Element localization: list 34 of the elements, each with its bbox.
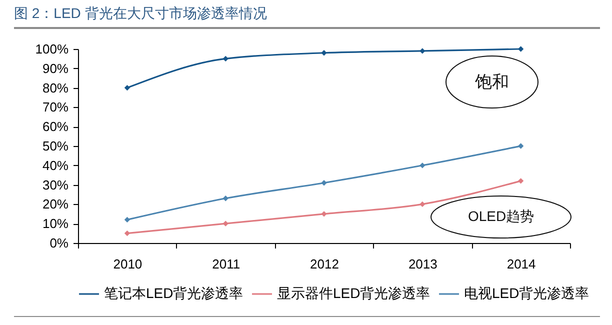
point bbox=[420, 48, 426, 54]
y-tick-label: 100% bbox=[35, 42, 69, 56]
point bbox=[124, 216, 130, 223]
x-tick-label: 2012 bbox=[310, 256, 339, 272]
point bbox=[222, 56, 228, 62]
y-tick-label: 50% bbox=[42, 138, 69, 154]
point bbox=[222, 196, 228, 202]
point bbox=[321, 180, 327, 186]
y-tick-label: 60% bbox=[42, 119, 69, 134]
x-tick-label: 2014 bbox=[506, 256, 536, 272]
y-tick-label: 0% bbox=[50, 236, 69, 250]
legend-label: 笔记本LED背光渗透率 bbox=[104, 285, 244, 301]
annotation: 饱和 bbox=[475, 72, 509, 94]
legend-label: 显示器件LED背光渗透率 bbox=[277, 285, 430, 301]
y-tick-label: 80% bbox=[42, 80, 69, 96]
x-tick-label: 2010 bbox=[113, 256, 142, 272]
y-tick-label: 40% bbox=[42, 158, 69, 173]
point bbox=[420, 162, 426, 168]
annotation: OLED趋势 bbox=[468, 208, 534, 226]
chart-title: 图 2：LED 背光在大尺寸市场渗透率情况 bbox=[14, 5, 267, 23]
point bbox=[518, 143, 524, 149]
legend-label: 电视LED背光渗透率 bbox=[464, 285, 590, 301]
y-tick-label: 10% bbox=[42, 216, 69, 232]
x-tick-label: 2011 bbox=[212, 256, 240, 272]
y-tick-label: 20% bbox=[42, 196, 69, 212]
point bbox=[124, 84, 130, 91]
y-tick-label: 30% bbox=[42, 177, 69, 192]
point bbox=[420, 201, 426, 208]
y-tick-label: 70% bbox=[42, 100, 69, 115]
point bbox=[518, 178, 524, 184]
point bbox=[321, 50, 327, 56]
y-tick-label: 90% bbox=[42, 60, 69, 76]
x-tick-label: 2013 bbox=[408, 256, 438, 272]
point bbox=[321, 211, 327, 217]
